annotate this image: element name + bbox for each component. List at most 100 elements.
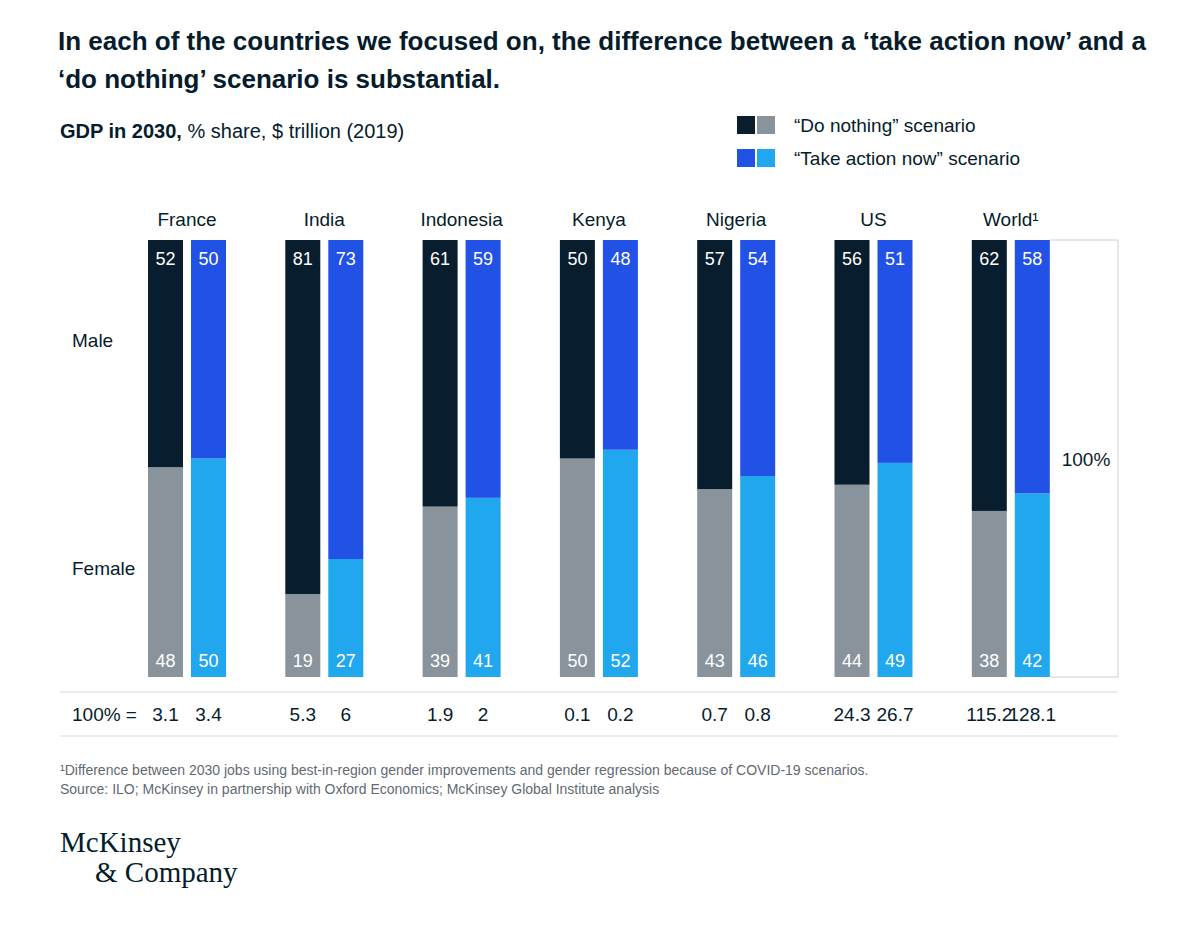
data-label: 38 (979, 651, 999, 671)
data-label: 56 (842, 249, 862, 269)
bar-segment (1015, 240, 1050, 493)
row-label: Female (72, 558, 135, 579)
footnote: ¹Difference between 2030 jobs using best… (60, 762, 868, 778)
data-label: 39 (430, 651, 450, 671)
category-label: Indonesia (420, 209, 503, 230)
bar-segment (835, 240, 870, 485)
legend-entry: “Do nothing” scenario (737, 115, 976, 136)
bar-segment (697, 240, 732, 489)
legend-label: “Do nothing” scenario (794, 115, 976, 136)
data-label: 81 (293, 249, 313, 269)
category-label: Kenya (572, 209, 626, 230)
bar-segment (603, 240, 638, 450)
data-label: 48 (610, 249, 630, 269)
data-label: 19 (293, 651, 313, 671)
divider (60, 736, 1118, 737)
bar-segment (148, 240, 183, 467)
category-label: US (860, 209, 886, 230)
divider (60, 692, 1118, 693)
data-label: 52 (610, 651, 630, 671)
bar-segment (328, 559, 363, 677)
category-label: France (157, 209, 216, 230)
subtitle: GDP in 2030, % share, $ trillion (2019) (60, 120, 404, 142)
total-label: 0.1 (564, 704, 590, 725)
bar-segment (328, 240, 363, 559)
legend-swatch (737, 116, 755, 134)
legend-label: “Take action now” scenario (794, 148, 1020, 169)
title: In each of the countries we focused on, … (58, 22, 1158, 98)
total-label: 128.1 (1009, 704, 1057, 725)
bar-segment (466, 498, 501, 677)
data-label: 52 (155, 249, 175, 269)
total-label: 0.2 (607, 704, 633, 725)
bar-segment (972, 240, 1007, 511)
data-label: 27 (336, 651, 356, 671)
bar-segment (835, 485, 870, 677)
subtitle-bold: GDP in 2030, (60, 120, 182, 142)
data-label: 50 (567, 249, 587, 269)
data-label: 43 (705, 651, 725, 671)
totals-label: 100% = (72, 704, 137, 725)
logo: & Company (95, 856, 238, 888)
category-label: Nigeria (706, 209, 767, 230)
bars (148, 240, 1050, 677)
total-label: 2 (478, 704, 489, 725)
data-label: 57 (705, 249, 725, 269)
row-label: Male (72, 330, 113, 351)
bar-segment (148, 467, 183, 677)
data-label: 49 (885, 651, 905, 671)
bar-segment (697, 489, 732, 677)
bar-segment (466, 240, 501, 498)
data-label: 48 (155, 651, 175, 671)
bar-segment (740, 476, 775, 677)
bar-segment (285, 240, 320, 594)
data-label: 46 (748, 651, 768, 671)
data-label: 41 (473, 651, 493, 671)
data-label: 50 (198, 249, 218, 269)
legend-entry: “Take action now” scenario (737, 148, 1020, 169)
total-label: 1.9 (427, 704, 453, 725)
subtitle-rest: % share, $ trillion (2019) (182, 120, 404, 142)
bar-segment (423, 240, 458, 507)
data-label: 59 (473, 249, 493, 269)
total-label: 0.7 (701, 704, 727, 725)
bracket-label: 100% (1062, 449, 1111, 470)
total-label: 115.2 (966, 704, 1012, 725)
bar-segment (740, 240, 775, 476)
source: Source: ILO; McKinsey in partnership wit… (60, 781, 659, 797)
total-label: 26.7 (877, 704, 914, 725)
data-label: 44 (842, 651, 862, 671)
range-bracket (1050, 240, 1118, 677)
data-label: 50 (198, 651, 218, 671)
data-label: 51 (885, 249, 905, 269)
legend-swatch (757, 149, 775, 167)
data-label: 42 (1022, 651, 1042, 671)
bar-segment (191, 240, 226, 459)
legend-swatch (757, 116, 775, 134)
total-label: 3.1 (152, 704, 178, 725)
bar-segment (1015, 493, 1050, 677)
total-label: 5.3 (290, 704, 316, 725)
total-label: 6 (341, 704, 352, 725)
bar-segment (972, 511, 1007, 677)
bar-segment (560, 240, 595, 459)
total-label: 0.8 (744, 704, 770, 725)
legend-swatch (737, 149, 755, 167)
bar-segment (603, 450, 638, 677)
bar-segment (878, 463, 913, 677)
bar-segment (560, 459, 595, 678)
data-label: 58 (1022, 249, 1042, 269)
bar-segment (878, 240, 913, 463)
bar-segment (423, 507, 458, 677)
bar-segment (191, 459, 226, 678)
data-label: 62 (979, 249, 999, 269)
chart: GDP in 2030, % share, $ trillion (2019) “… (0, 0, 1200, 935)
total-label: 24.3 (834, 704, 871, 725)
category-label: India (304, 209, 346, 230)
total-label: 3.4 (195, 704, 222, 725)
data-labels: 4852198139615050435744563862505027734159… (155, 249, 1042, 671)
category-label: World¹ (983, 209, 1039, 230)
data-label: 50 (567, 651, 587, 671)
data-label: 73 (336, 249, 356, 269)
bar-segment (285, 594, 320, 677)
